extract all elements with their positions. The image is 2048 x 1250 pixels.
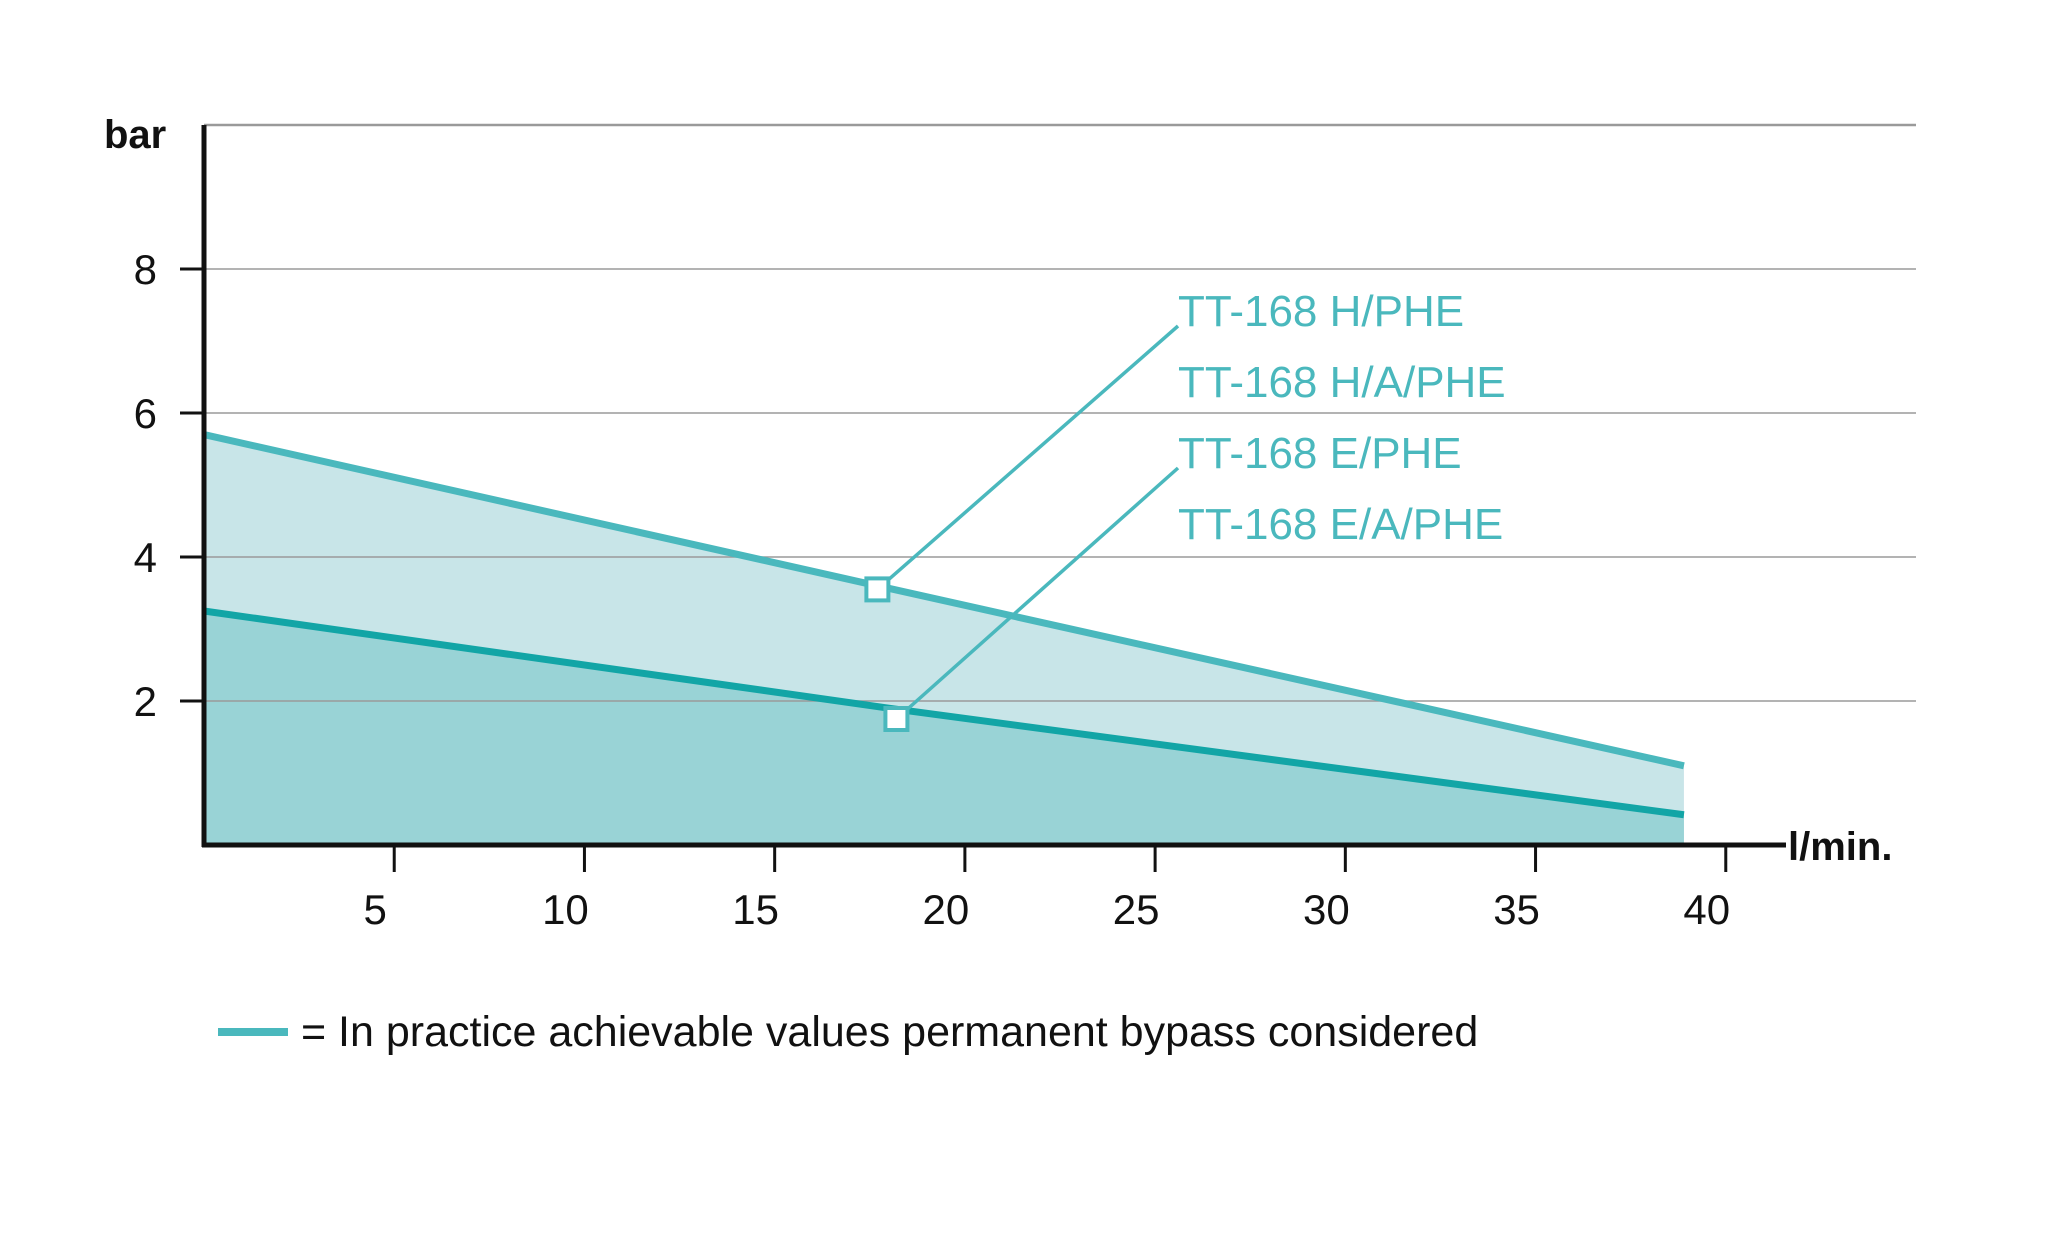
- callout-marker-1: [864, 576, 891, 603]
- y-tick-label-4: 4: [134, 534, 157, 581]
- callout-leader-2: [895, 466, 1180, 721]
- grid-lines: [204, 123, 1916, 702]
- legend-text: = In practice achievable values permanen…: [301, 1008, 1478, 1056]
- ticks: 5 10 15 20 25 30 35 40 2 4 6 8: [134, 246, 1730, 933]
- series-label-e-a-phe: TT-168 E/A/PHE: [1178, 500, 1503, 549]
- series-labels: TT-168 H/PHE TT-168 H/A/PHE TT-168 E/PHE…: [1178, 287, 1506, 549]
- y-tick-label-8: 8: [134, 246, 157, 293]
- x-tick-label-5: 5: [364, 886, 387, 933]
- series-label-h-a-phe: TT-168 H/A/PHE: [1178, 358, 1506, 407]
- x-tick-label-25: 25: [1113, 886, 1160, 933]
- series-label-e-phe: TT-168 E/PHE: [1178, 429, 1462, 478]
- legend: = In practice achievable values permanen…: [218, 1008, 1478, 1056]
- x-axis-label: l/min.: [1788, 825, 1892, 869]
- callout-leader-1: [876, 324, 1180, 591]
- series-label-h-phe: TT-168 H/PHE: [1178, 287, 1464, 336]
- area-fill-series-2: [204, 611, 1684, 845]
- callouts: [864, 324, 1180, 732]
- x-tick-label-10: 10: [542, 886, 589, 933]
- callout-marker-2: [883, 706, 910, 732]
- y-tick-label-2: 2: [134, 678, 157, 725]
- y-axis-label: bar: [104, 113, 166, 157]
- x-tick-label-40: 40: [1683, 886, 1730, 933]
- axes: [201, 125, 1786, 848]
- x-tick-label-20: 20: [923, 886, 970, 933]
- x-tick-label-15: 15: [732, 886, 779, 933]
- area-fills: [204, 434, 1684, 845]
- y-tick-label-6: 6: [134, 390, 157, 437]
- x-tick-label-30: 30: [1303, 886, 1350, 933]
- x-tick-label-35: 35: [1493, 886, 1540, 933]
